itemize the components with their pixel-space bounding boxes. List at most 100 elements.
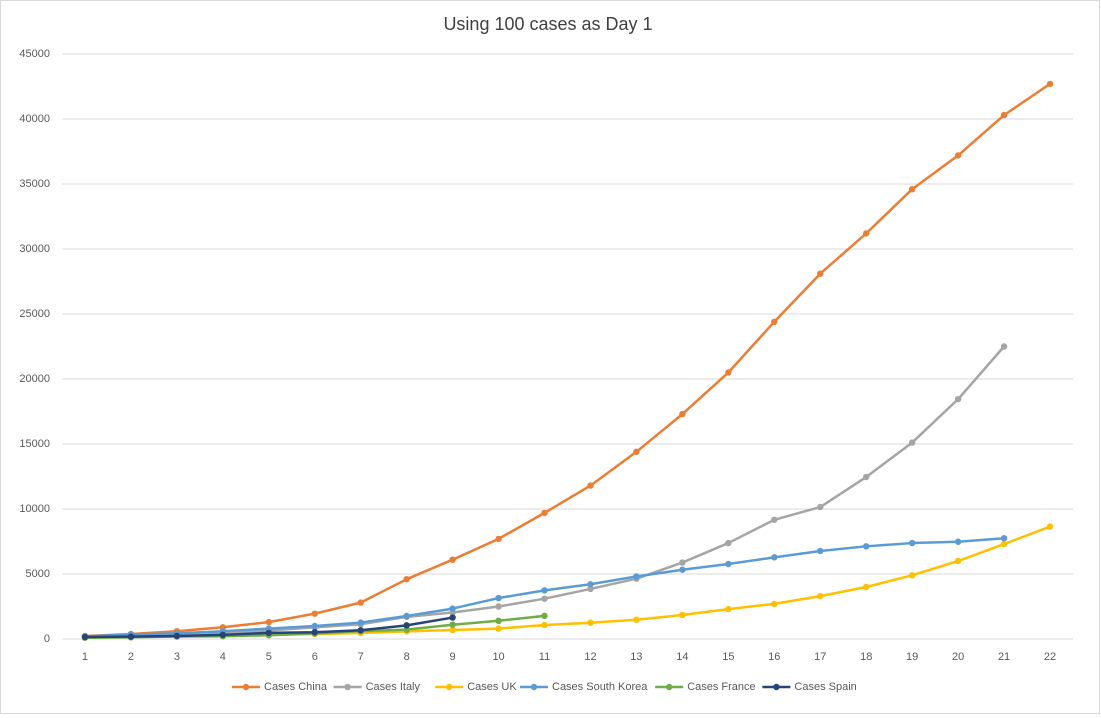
point — [495, 617, 502, 624]
point — [725, 539, 732, 547]
point — [265, 629, 272, 637]
legend-marker — [530, 683, 538, 691]
point — [725, 605, 732, 613]
point — [219, 631, 227, 639]
point — [725, 369, 732, 376]
point — [817, 547, 824, 555]
y-tick-label: 20000 — [19, 373, 50, 385]
x-tick-label: 21 — [998, 651, 1010, 663]
point — [1046, 80, 1054, 88]
y-tick-label: 10000 — [19, 503, 50, 515]
point — [495, 603, 502, 610]
x-tick-label: 14 — [676, 651, 688, 663]
y-tick-label: 35000 — [19, 178, 50, 190]
point — [541, 595, 548, 602]
x-tick-label: 7 — [358, 651, 364, 663]
legend-label: Cases Italy — [366, 681, 421, 693]
point — [541, 612, 548, 620]
chart-title: Using 100 cases as Day 1 — [443, 14, 652, 34]
x-tick-label: 22 — [1044, 651, 1056, 663]
y-tick-label: 30000 — [19, 243, 50, 255]
point — [863, 543, 870, 550]
x-tick-label: 19 — [906, 651, 918, 663]
point — [1000, 535, 1008, 542]
point — [863, 473, 870, 481]
point — [954, 395, 962, 403]
point — [311, 622, 318, 630]
y-tick-label: 15000 — [19, 438, 50, 450]
point — [357, 599, 364, 606]
point — [357, 627, 364, 634]
point — [1000, 343, 1008, 350]
point — [495, 535, 502, 543]
y-tick-label: 0 — [44, 633, 50, 645]
point — [771, 318, 778, 325]
legend-marker — [242, 683, 250, 691]
x-tick-label: 3 — [174, 651, 180, 663]
point — [81, 633, 89, 641]
x-tick-label: 10 — [492, 651, 504, 663]
legend-marker — [344, 683, 351, 691]
point — [771, 516, 778, 523]
point — [587, 619, 594, 626]
point — [817, 503, 824, 511]
point — [908, 539, 916, 547]
legend-label: Cases South Korea — [552, 681, 648, 693]
point — [449, 621, 456, 628]
x-tick-label: 18 — [860, 651, 872, 663]
point — [495, 594, 502, 602]
point — [1046, 523, 1054, 530]
point — [173, 632, 181, 640]
x-tick-label: 11 — [539, 651, 550, 663]
point — [127, 633, 135, 640]
point — [449, 626, 456, 634]
point — [679, 559, 686, 566]
point — [863, 583, 870, 591]
point — [908, 572, 916, 579]
y-tick-label: 25000 — [19, 308, 50, 320]
point — [817, 270, 824, 277]
point — [954, 557, 962, 565]
point — [954, 152, 962, 159]
x-tick-label: 12 — [584, 651, 596, 663]
point — [679, 566, 686, 573]
x-tick-label: 8 — [404, 651, 410, 663]
point — [771, 600, 778, 608]
series-line — [84, 82, 1051, 638]
x-tick-label: 5 — [266, 651, 272, 663]
point — [449, 614, 456, 621]
point — [725, 560, 732, 568]
legend-label: Cases France — [687, 681, 755, 693]
point — [311, 629, 318, 636]
point — [357, 619, 364, 626]
point — [633, 448, 640, 455]
legend-label: Cases UK — [467, 681, 517, 693]
point — [403, 576, 410, 583]
point — [679, 410, 686, 418]
legend-marker — [666, 683, 673, 691]
point — [633, 616, 640, 623]
y-tick-label: 40000 — [19, 113, 50, 125]
y-tick-label: 5000 — [26, 568, 50, 580]
legend-marker — [446, 683, 453, 691]
x-tick-label: 20 — [952, 651, 964, 663]
point — [1000, 540, 1008, 548]
x-tick-label: 13 — [630, 651, 642, 663]
x-tick-label: 17 — [814, 651, 826, 663]
point — [541, 509, 548, 517]
point — [1000, 111, 1008, 119]
point — [863, 230, 870, 237]
legend-marker — [773, 683, 780, 691]
point — [265, 618, 272, 626]
point — [587, 581, 594, 588]
point — [633, 573, 640, 580]
point — [908, 439, 916, 446]
point — [954, 538, 962, 545]
point — [311, 610, 318, 617]
legend-label: Cases China — [264, 681, 328, 693]
x-tick-label: 15 — [722, 651, 734, 663]
x-tick-label: 9 — [450, 651, 456, 663]
x-tick-label: 4 — [220, 651, 226, 663]
